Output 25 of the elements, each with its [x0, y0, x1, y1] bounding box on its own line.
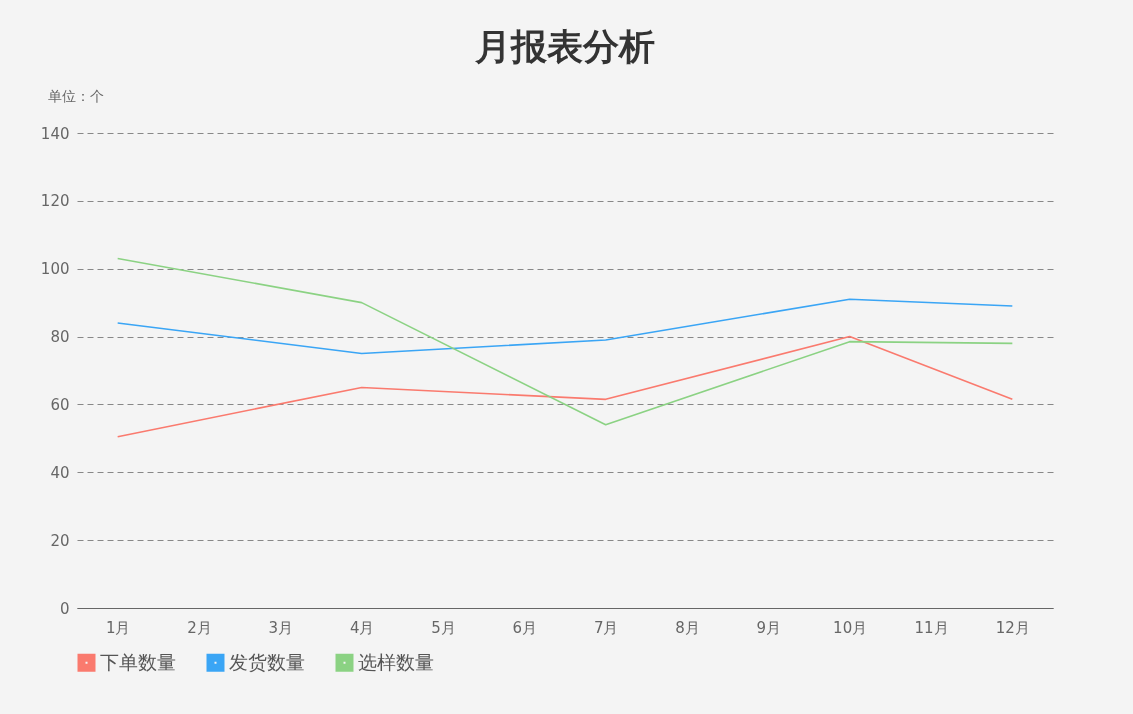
- y-axis-title: 单位：个: [47, 87, 104, 104]
- y-tick-label: 0: [59, 599, 70, 618]
- x-tick-label: 12月: [995, 618, 1030, 637]
- y-tick-label: 40: [50, 463, 70, 482]
- x-tick-label: 4月: [349, 618, 375, 637]
- chart-title: 月报表分析: [474, 26, 655, 67]
- legend-label: 发货数量: [229, 650, 305, 673]
- x-tick-label: 2月: [187, 618, 212, 637]
- x-tick-label: 9月: [756, 618, 782, 637]
- x-tick-label: 8月: [675, 618, 700, 637]
- y-tick-label: 100: [40, 260, 70, 279]
- y-tick-label: 60: [50, 395, 70, 414]
- x-tick-label: 3月: [268, 618, 294, 637]
- x-tick-label: 1月: [105, 618, 131, 637]
- y-tick-label: 20: [50, 531, 70, 550]
- x-tick-label: 10月: [833, 618, 868, 637]
- legend-label: 选样数量: [358, 650, 434, 673]
- x-tick-label: 11月: [914, 618, 949, 637]
- y-tick-label: 120: [40, 192, 70, 211]
- x-tick-label: 7月: [593, 618, 619, 637]
- y-tick-label: 140: [40, 124, 70, 143]
- legend-label: 下单数量: [100, 650, 176, 673]
- y-tick-label: 80: [50, 328, 70, 347]
- x-tick-label: 6月: [512, 618, 538, 637]
- x-tick-label: 5月: [431, 618, 456, 637]
